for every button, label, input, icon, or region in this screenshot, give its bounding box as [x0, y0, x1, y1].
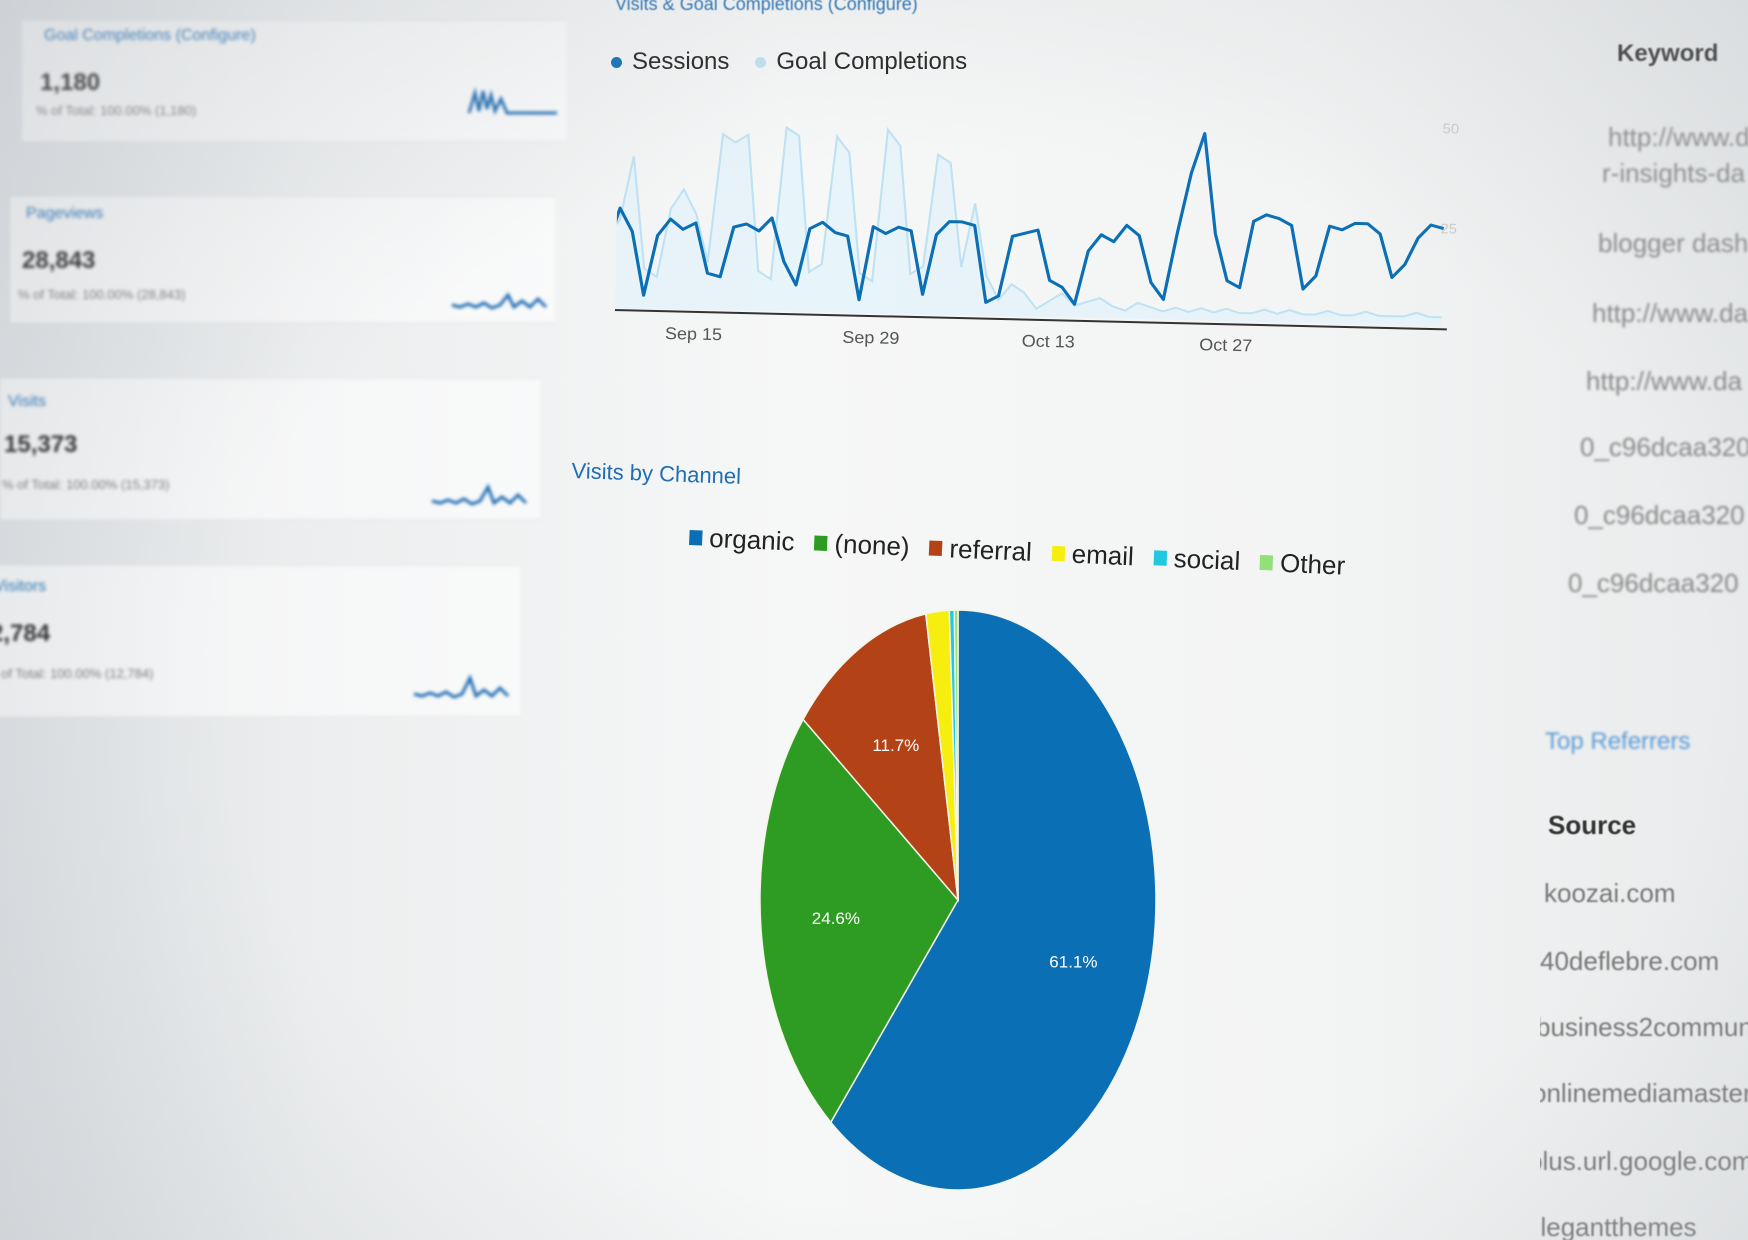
pie-chart-title[interactable]: Visits by Channel: [571, 458, 742, 489]
pie-legend-item[interactable]: social: [1153, 542, 1241, 577]
metric-subtext: % of Total: 100.00% (1,180): [36, 103, 197, 118]
x-axis-tick-label: Oct 13: [1022, 331, 1075, 352]
metric-title[interactable]: Goal Completions (Configure): [44, 27, 256, 44]
legend-label: Sessions: [632, 48, 730, 75]
metric-subtext: % of Total: 100.00% (12,784): [0, 666, 154, 681]
sparkline: [413, 674, 510, 699]
pie-legend-label: email: [1071, 538, 1135, 572]
line-chart-legend: Sessions Goal Completions: [611, 48, 967, 76]
metric-title[interactable]: Pageviews: [26, 205, 104, 222]
pie-legend-item[interactable]: (none): [814, 527, 910, 562]
line-chart-title[interactable]: Visits & Goal Completions (Configure): [615, 0, 918, 14]
series-area-goal-completions: [613, 127, 1442, 326]
metric-value: 28,843: [22, 247, 96, 274]
sparkline: [467, 87, 557, 116]
swatch-icon: [688, 529, 703, 546]
keyword-item[interactable]: 0_c96dcaa320: [1580, 432, 1748, 462]
x-axis-tick-label: Sep 29: [842, 327, 899, 348]
source-item[interactable]: koozai.com: [1544, 878, 1676, 908]
top-referrers-title[interactable]: Top Referrers: [1545, 728, 1691, 755]
sparkline: [451, 292, 548, 310]
metric-title[interactable]: Visits: [8, 393, 46, 410]
sessions-dot-icon: [611, 56, 622, 68]
source-item[interactable]: business2commun: [1540, 1012, 1748, 1042]
x-axis-line: [613, 307, 1447, 331]
x-axis-tick-label: Sep 15: [665, 323, 722, 344]
swatch-icon: [929, 540, 943, 557]
series-line-sessions[interactable]: [613, 120, 1445, 312]
pie-legend-label: referral: [948, 533, 1033, 567]
pie-chart[interactable]: 61.1% 24.6% 11.7%: [740, 600, 1200, 1210]
pie-slices: [759, 609, 1157, 1191]
pie-slice-organic[interactable]: [829, 609, 1157, 1191]
x-axis-tick-label: Oct 27: [1199, 335, 1252, 356]
pie-data-label: 61.1%: [1049, 952, 1097, 971]
legend-item-goal-completions[interactable]: Goal Completions: [755, 48, 967, 76]
keyword-item[interactable]: 0_c96dcaa320: [1568, 568, 1739, 598]
metric-value: 15,373: [4, 431, 78, 458]
metric-subtext: % of Total: 100.00% (28,843): [18, 287, 186, 302]
pie-legend-item[interactable]: referral: [929, 532, 1033, 567]
metric-card-visitors[interactable]: Visitors 2,784 % of Total: 100.00% (12,7…: [0, 565, 520, 717]
pie-data-label: 24.6%: [812, 909, 860, 928]
metric-value: 2,784: [0, 620, 51, 647]
pie-legend-item[interactable]: organic: [688, 522, 796, 558]
right-column: Keyword http://www.d r-insights-da blogg…: [1540, 0, 1748, 1240]
source-item[interactable]: onlinemediamaster: [1540, 1078, 1748, 1108]
keyword-item[interactable]: http://www.da: [1592, 298, 1748, 328]
pie-legend-item[interactable]: Other: [1259, 547, 1346, 582]
pie-legend-label: (none): [833, 528, 911, 562]
pie-legend-label: social: [1173, 543, 1241, 577]
source-header[interactable]: Source: [1548, 810, 1637, 840]
pie-legend: organic (none) referral email social Oth…: [688, 522, 1346, 582]
metric-card-pageviews[interactable]: Pageviews 28,843 % of Total: 100.00% (28…: [10, 196, 555, 323]
metrics-column: Goal Completions (Configure) 1,180 % of …: [0, 0, 570, 760]
pie-data-label: 11.7%: [872, 736, 919, 755]
pie-slice-none[interactable]: [759, 718, 959, 1124]
metric-value: 1,180: [40, 69, 101, 96]
keyword-item[interactable]: r-insights-da: [1602, 158, 1746, 188]
pie-slice-other[interactable]: [953, 609, 959, 901]
source-item[interactable]: plus.url.google.com: [1540, 1146, 1748, 1176]
metric-card-goal-completions[interactable]: Goal Completions (Configure) 1,180 % of …: [22, 20, 567, 142]
source-item[interactable]: elegantthemes: [1540, 1212, 1697, 1240]
keyword-item[interactable]: 0_c96dcaa320: [1574, 500, 1745, 530]
keyword-item[interactable]: http://www.d: [1608, 122, 1748, 152]
swatch-icon: [1153, 550, 1168, 566]
metric-card-visits[interactable]: Visits 15,373 % of Total: 100.00% (15,37…: [0, 378, 540, 520]
y2-axis-tick-label: 50: [1442, 122, 1459, 138]
pie-legend-label: Other: [1279, 547, 1346, 581]
series-line-goal-completions[interactable]: [613, 123, 1445, 319]
keyword-item[interactable]: blogger dash: [1598, 228, 1748, 258]
metric-title[interactable]: Visitors: [0, 578, 47, 595]
legend-label: Goal Completions: [776, 48, 968, 75]
keyword-header[interactable]: Keyword: [1617, 40, 1719, 67]
legend-item-sessions[interactable]: Sessions: [611, 48, 729, 76]
swatch-icon: [1051, 545, 1066, 562]
sparkline: [431, 483, 528, 506]
line-chart-panel: Visits & Goal Completions (Configure) Se…: [575, 0, 1520, 390]
y2-axis-tick-label: 25: [1440, 222, 1457, 238]
metric-subtext: % of Total: 100.00% (15,373): [2, 477, 170, 492]
pie-slice-referral[interactable]: [802, 612, 960, 903]
swatch-icon: [814, 535, 828, 552]
source-item[interactable]: 40deflebre.com: [1540, 946, 1720, 976]
pie-legend-label: organic: [708, 522, 796, 557]
swatch-icon: [1259, 554, 1274, 571]
keyword-item[interactable]: http://www.da: [1586, 366, 1743, 396]
goal-completions-dot-icon: [755, 56, 767, 68]
pie-legend-item[interactable]: email: [1051, 538, 1135, 573]
